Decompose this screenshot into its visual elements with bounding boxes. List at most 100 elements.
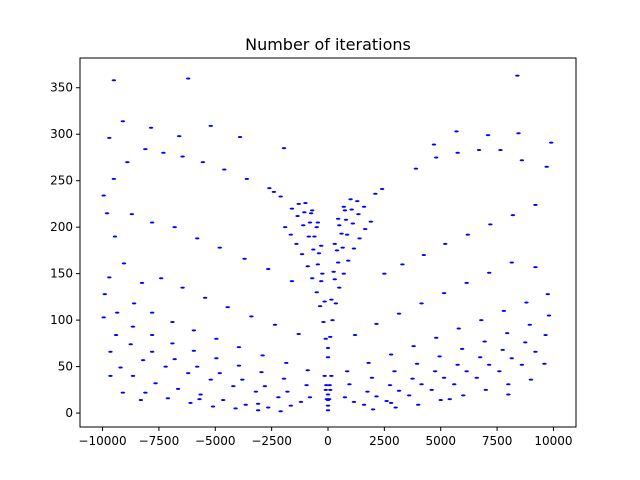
data-point [243, 403, 248, 406]
x-tick-label: 2500 [369, 434, 400, 448]
data-point [333, 302, 339, 305]
data-point [161, 151, 166, 154]
data-point [434, 156, 439, 159]
data-point [104, 212, 110, 215]
data-point [342, 209, 348, 212]
data-point [528, 378, 534, 381]
data-point [101, 316, 106, 319]
data-point [163, 365, 168, 368]
data-point [308, 212, 314, 215]
data-point [314, 291, 319, 294]
data-point [384, 399, 389, 402]
data-point [255, 402, 261, 405]
data-point [546, 314, 552, 317]
data-point [411, 345, 416, 348]
data-point [330, 319, 335, 322]
data-point [368, 220, 374, 223]
data-point [240, 378, 245, 381]
data-point [214, 337, 219, 340]
data-point [366, 361, 371, 364]
data-point [149, 311, 155, 314]
data-point [321, 320, 326, 323]
data-point [438, 399, 443, 402]
data-point [130, 374, 136, 377]
x-tick-label: −7500 [139, 434, 180, 448]
data-point [328, 335, 333, 338]
data-point [158, 277, 164, 280]
data-point [236, 364, 242, 367]
data-point [186, 372, 191, 375]
data-point [191, 349, 197, 352]
data-point [244, 177, 250, 180]
data-point [225, 306, 230, 309]
data-point [249, 315, 254, 318]
data-point [325, 409, 331, 412]
data-point [253, 390, 259, 393]
data-point [519, 159, 525, 162]
data-point [288, 404, 293, 407]
data-point [120, 391, 126, 394]
data-point [349, 208, 354, 211]
data-point [140, 359, 146, 362]
data-point [310, 209, 315, 212]
data-point [487, 271, 492, 274]
data-point [202, 296, 208, 299]
data-point [452, 383, 457, 386]
data-point [324, 384, 329, 387]
data-point [542, 362, 547, 365]
data-point [355, 200, 360, 203]
data-point [101, 194, 106, 197]
data-point [431, 143, 437, 146]
data-point [139, 281, 145, 284]
data-point [352, 333, 358, 336]
data-point [220, 399, 226, 402]
data-point [281, 377, 287, 380]
data-point [361, 403, 367, 406]
data-point [108, 350, 113, 353]
data-point [165, 397, 171, 400]
data-point [107, 276, 112, 279]
data-point [296, 333, 301, 336]
axes: −10000 −7500 −5000 −2500 0 2500 5000 7500 10000 0… [50, 81, 572, 448]
data-point [515, 74, 520, 77]
data-point [281, 147, 287, 150]
y-tick-label: 150 [50, 267, 73, 281]
data-point [415, 403, 421, 406]
data-point [113, 333, 119, 336]
data-point [231, 385, 236, 388]
data-point [392, 370, 397, 373]
data-point [382, 272, 387, 275]
data-point [172, 358, 177, 361]
data-point [465, 233, 470, 236]
data-point [323, 388, 328, 391]
data-point [272, 323, 278, 326]
data-point [315, 221, 321, 224]
data-point [102, 293, 108, 296]
data-point [180, 155, 185, 158]
data-point [296, 202, 301, 205]
data-point [456, 327, 461, 330]
data-point [331, 270, 336, 273]
data-point [210, 405, 216, 408]
data-point [153, 382, 158, 385]
data-point [421, 254, 427, 257]
chart-title: Number of iterations [245, 35, 411, 54]
data-point [524, 301, 529, 304]
data-point [301, 224, 306, 227]
data-point [191, 329, 197, 332]
data-point [501, 309, 507, 312]
data-point [341, 205, 346, 208]
data-point [284, 361, 289, 364]
data-point [326, 398, 332, 401]
data-point [410, 377, 415, 380]
data-point [314, 226, 319, 229]
data-point [441, 292, 447, 295]
y-tick-label: 200 [50, 220, 73, 234]
data-point [365, 390, 370, 393]
data-point [312, 235, 317, 238]
data-point [198, 393, 203, 396]
data-point [363, 228, 368, 231]
data-point [335, 261, 341, 264]
data-point [447, 398, 452, 401]
data-point [341, 272, 346, 275]
